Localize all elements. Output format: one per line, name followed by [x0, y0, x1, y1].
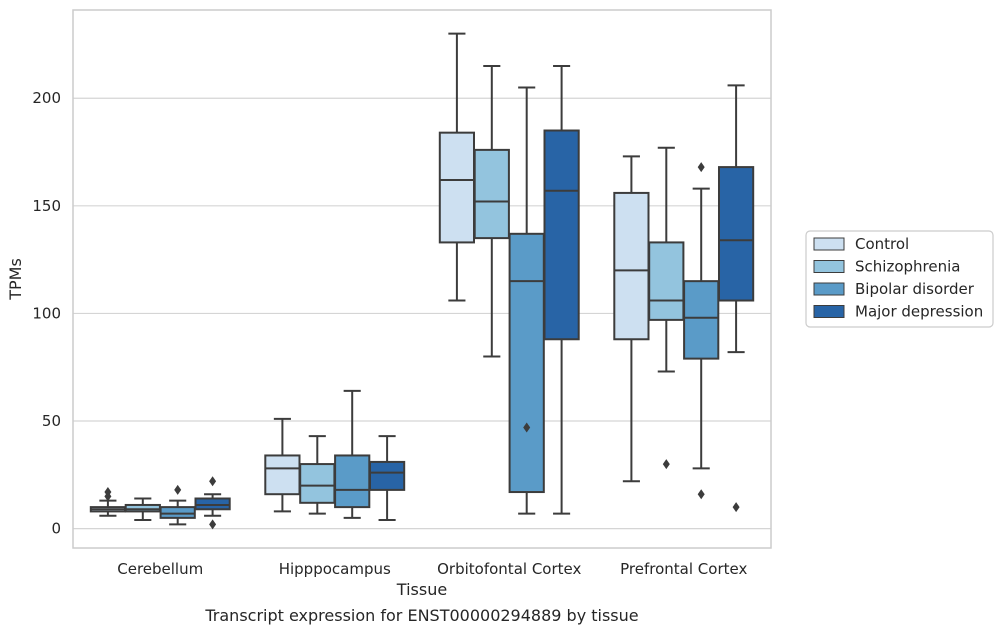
outlier-point	[209, 519, 217, 530]
box	[683, 280, 720, 360]
legend-swatch	[813, 282, 845, 296]
box	[648, 241, 685, 321]
grid-lines	[73, 97, 771, 530]
outlier-point	[174, 484, 182, 495]
x-tick-label: Prefrontal Cortex	[620, 560, 747, 578]
outlier-point	[697, 162, 705, 173]
outlier-point	[104, 487, 112, 498]
box	[159, 506, 196, 519]
outlier-point	[209, 476, 217, 487]
legend-swatch	[813, 237, 845, 251]
outlier-point	[523, 422, 531, 433]
legend: Control Schizophrenia Bipolar disorder Majo…	[805, 230, 994, 328]
y-tick-label: 50	[42, 412, 61, 430]
box	[613, 191, 650, 341]
box	[124, 503, 161, 513]
figure-caption: Transcript expression for ENST0000029488…	[205, 606, 639, 625]
box	[473, 148, 510, 240]
box	[299, 463, 336, 504]
y-tick-label: 0	[51, 520, 61, 538]
outlier-point	[732, 502, 740, 513]
legend-swatch	[813, 260, 845, 273]
box	[368, 460, 406, 491]
box	[194, 497, 231, 511]
y-axis-ticks: 0 50 100 150 200	[32, 89, 61, 537]
legend-label: Bipolar disorder	[855, 280, 975, 298]
box	[334, 454, 371, 509]
y-axis-label: TPMs	[6, 258, 25, 301]
box	[717, 166, 755, 302]
x-axis-label: Tissue	[396, 580, 447, 599]
x-tick-label: Cerebellum	[117, 560, 203, 578]
legend-label: Schizophrenia	[855, 258, 960, 276]
y-tick-label: 200	[32, 89, 61, 107]
plot-frame	[72, 9, 772, 549]
x-axis-ticks: Cerebellum Hipppocampus Orbitofontal Corte…	[117, 560, 747, 578]
legend-swatch	[813, 305, 845, 318]
y-tick-label: 100	[32, 304, 61, 322]
box	[508, 232, 545, 494]
box	[543, 129, 580, 341]
outlier-point	[662, 459, 670, 470]
legend-label: Control	[855, 235, 909, 253]
outlier-point	[697, 489, 705, 500]
legend-label: Major depression	[855, 303, 983, 321]
y-tick-label: 150	[32, 197, 61, 215]
legend-frame	[805, 230, 994, 328]
box	[264, 454, 301, 496]
box	[438, 131, 476, 244]
x-tick-label: Hipppocampus	[279, 560, 391, 578]
x-tick-label: Orbitofontal Cortex	[437, 560, 581, 578]
boxes-layer	[89, 32, 755, 530]
